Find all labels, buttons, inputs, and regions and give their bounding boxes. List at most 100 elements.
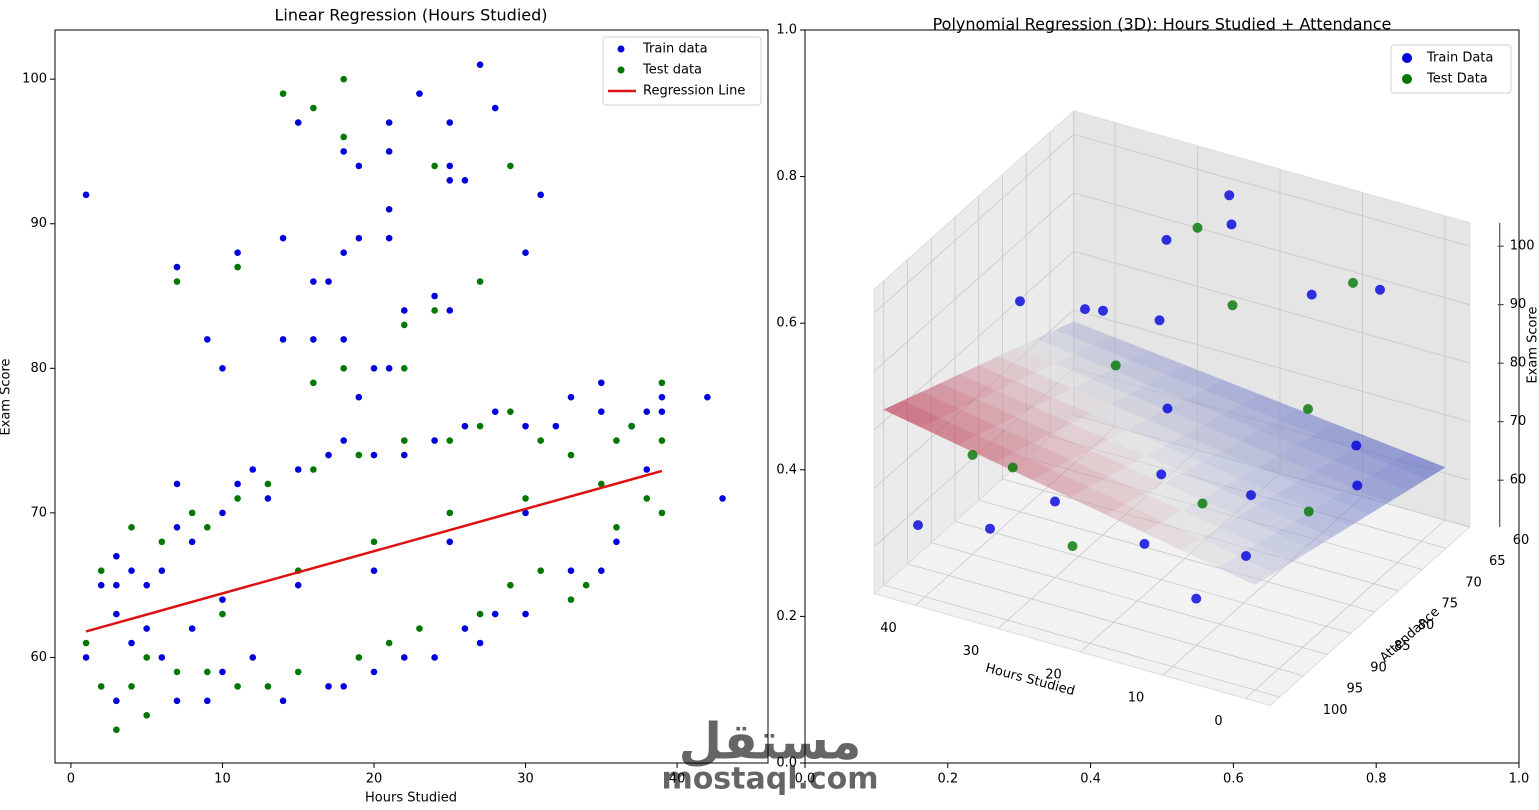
point bbox=[370, 567, 378, 575]
point bbox=[340, 683, 347, 690]
point bbox=[234, 249, 241, 256]
point bbox=[522, 610, 529, 618]
point bbox=[658, 437, 666, 444]
point bbox=[1226, 219, 1237, 230]
point bbox=[658, 509, 666, 517]
point bbox=[385, 148, 393, 155]
x-tick-label: 30 bbox=[517, 772, 534, 787]
point bbox=[598, 408, 605, 415]
point bbox=[340, 133, 347, 141]
legend-label: Test data bbox=[642, 63, 702, 78]
regression-line bbox=[85, 469, 663, 633]
point bbox=[143, 654, 150, 661]
y-tick-label: 0.2 bbox=[776, 609, 797, 624]
point bbox=[1241, 551, 1251, 562]
point bbox=[173, 480, 181, 488]
point bbox=[491, 408, 499, 415]
point bbox=[113, 581, 120, 589]
point bbox=[310, 336, 317, 343]
point bbox=[294, 466, 302, 473]
point bbox=[219, 509, 226, 517]
point bbox=[97, 581, 105, 589]
point bbox=[567, 393, 575, 401]
point bbox=[522, 495, 529, 502]
grid-line bbox=[907, 563, 1304, 677]
point bbox=[234, 495, 241, 502]
point bbox=[401, 307, 408, 314]
point bbox=[113, 726, 120, 734]
point bbox=[446, 177, 454, 184]
point bbox=[719, 495, 726, 502]
y-tick-label: 0.8 bbox=[776, 169, 797, 184]
point bbox=[522, 422, 529, 430]
x-tick-label: 40 bbox=[669, 772, 686, 787]
point bbox=[279, 697, 287, 705]
grid-line bbox=[1073, 250, 1470, 364]
point bbox=[173, 524, 181, 531]
point bbox=[82, 191, 90, 199]
point bbox=[340, 437, 347, 444]
hours-tick-label: 30 bbox=[963, 644, 980, 659]
legend-marker bbox=[1402, 74, 1412, 84]
point bbox=[143, 581, 150, 589]
point bbox=[234, 480, 241, 488]
point bbox=[446, 307, 454, 314]
attendance-tick-label: 90 bbox=[1370, 660, 1387, 675]
point bbox=[704, 393, 711, 401]
grid-line bbox=[1073, 192, 1470, 306]
y-tick-label: 0.6 bbox=[776, 316, 797, 331]
point bbox=[355, 393, 363, 401]
point bbox=[340, 365, 347, 372]
point bbox=[1067, 541, 1078, 552]
hours-tick-label: 20 bbox=[1045, 667, 1062, 682]
legend-marker bbox=[1402, 53, 1412, 63]
point bbox=[219, 610, 226, 618]
point bbox=[613, 524, 620, 531]
point bbox=[1161, 234, 1172, 245]
point bbox=[461, 177, 469, 184]
point bbox=[143, 625, 150, 632]
point bbox=[401, 437, 408, 444]
legend-marker bbox=[617, 45, 625, 53]
point bbox=[461, 625, 469, 632]
score-tick-label: 90 bbox=[1510, 297, 1527, 312]
point bbox=[913, 520, 923, 531]
point bbox=[325, 278, 332, 285]
point bbox=[461, 422, 469, 430]
point bbox=[234, 263, 241, 271]
point bbox=[1303, 404, 1313, 415]
point bbox=[967, 449, 978, 460]
point bbox=[658, 393, 666, 401]
point bbox=[385, 234, 393, 242]
point bbox=[446, 119, 454, 126]
attendance-tick-label: 60 bbox=[1513, 533, 1530, 548]
point bbox=[446, 162, 454, 170]
point bbox=[1154, 315, 1165, 326]
y-tick-label: 90 bbox=[30, 216, 47, 231]
legend-label: Train Data bbox=[1426, 51, 1493, 66]
hours-tick-label: 0 bbox=[1214, 714, 1222, 729]
point bbox=[446, 509, 454, 517]
point bbox=[431, 162, 438, 170]
x-tick-label: 0 bbox=[67, 772, 75, 787]
point bbox=[97, 567, 105, 575]
point bbox=[476, 610, 484, 618]
surface-patch bbox=[883, 400, 941, 428]
point bbox=[340, 148, 347, 155]
x-tick-label: 0.0 bbox=[795, 772, 816, 787]
point bbox=[491, 610, 499, 618]
legend-label: Test Data bbox=[1426, 72, 1488, 87]
point bbox=[476, 278, 484, 285]
x-tick-label: 1.0 bbox=[1509, 772, 1530, 787]
plot-frame bbox=[804, 29, 1520, 764]
y-tick-label: 100 bbox=[22, 72, 47, 87]
point bbox=[325, 683, 332, 690]
point bbox=[188, 538, 196, 546]
point bbox=[264, 495, 272, 502]
point bbox=[1156, 469, 1167, 480]
point bbox=[219, 668, 226, 676]
point bbox=[173, 697, 181, 705]
point bbox=[340, 336, 347, 343]
grid-line bbox=[883, 584, 1280, 698]
point bbox=[128, 639, 135, 647]
